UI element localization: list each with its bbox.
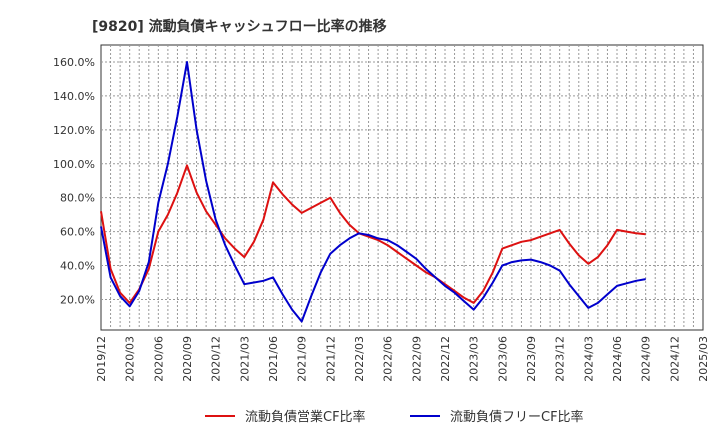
x-tick-label: 2020/03 [124,336,137,382]
x-tick-label: 2022/12 [439,336,452,382]
legend-label-1: 流動負債営業CF比率 [245,409,366,425]
y-tick-label: 40.0% [60,260,95,273]
x-tick-label: 2021/03 [238,336,251,382]
x-tick-label: 2021/12 [324,336,337,382]
x-tick-label: 2019/12 [95,336,108,382]
x-tick-label: 2023/12 [554,336,567,382]
y-tick-label: 160.0% [53,56,95,69]
y-tick-label: 140.0% [53,90,95,103]
plot-area [100,44,704,331]
x-tick-label: 2024/12 [668,336,681,382]
x-tick-label: 2021/09 [296,336,309,382]
y-tick-label: 20.0% [60,293,95,306]
x-tick-label: 2022/09 [410,336,423,382]
x-tick-label: 2020/12 [210,336,223,382]
y-tick-label: 100.0% [53,158,95,171]
x-tick-label: 2024/09 [640,336,653,382]
series-line-2 [100,61,646,323]
chart-title: [9820] 流動負債キャッシュフロー比率の推移 [92,19,387,35]
x-tick-label: 2023/03 [468,336,481,382]
x-tick-label: 2024/06 [611,336,624,382]
series-line-1 [100,164,646,304]
x-tick-label: 2023/06 [496,336,509,382]
y-tick-label: 60.0% [60,226,95,239]
x-tick-label: 2023/09 [525,336,538,382]
x-tick-label: 2025/03 [697,336,710,382]
x-tick-label: 2020/09 [181,336,194,382]
x-tick-label: 2024/03 [582,336,595,382]
x-tick-label: 2022/06 [382,336,395,382]
legend-label-2: 流動負債フリーCF比率 [450,409,584,425]
x-tick-label: 2020/06 [152,336,165,382]
y-tick-label: 120.0% [53,124,95,137]
x-tick-label: 2021/06 [267,336,280,382]
x-tick-label: 2022/03 [353,336,366,382]
y-tick-label: 80.0% [60,192,95,205]
